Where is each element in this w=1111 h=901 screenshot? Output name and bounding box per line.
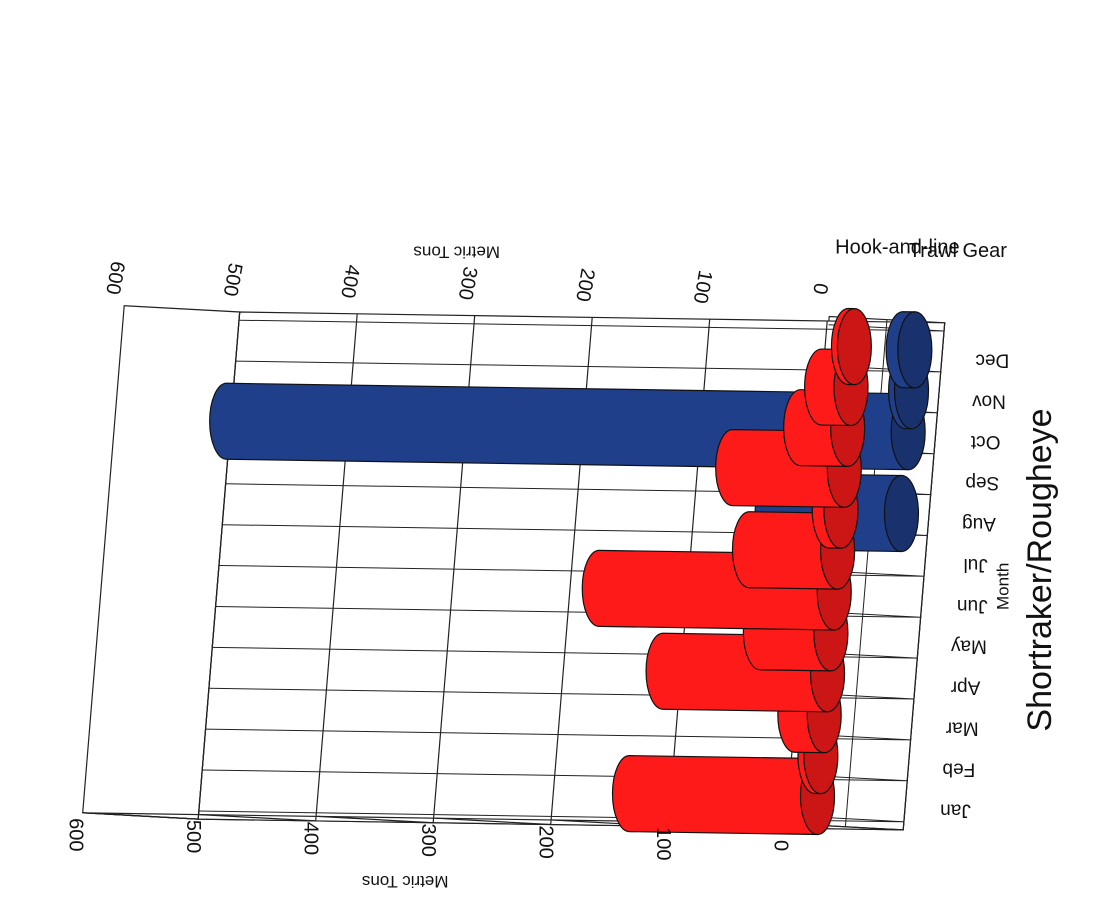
ytick-label-back: 500 xyxy=(219,261,246,298)
gridline-value-3 xyxy=(435,317,593,826)
month-label-Aug: Aug xyxy=(962,513,996,534)
series-label-0: Hook-and-line xyxy=(835,237,960,259)
bar-0-Dec xyxy=(830,307,872,386)
month-label-Mar: Mar xyxy=(945,717,978,738)
value-axis-title-front: Metric Tons xyxy=(362,872,449,891)
ytick-label-front: 100 xyxy=(652,827,674,860)
month-label-Dec: Dec xyxy=(975,349,1009,370)
bar-base xyxy=(897,311,933,389)
ytick-label-back: 600 xyxy=(101,259,128,296)
ytick-label-front: 200 xyxy=(534,825,556,858)
ytick-label-back: 300 xyxy=(454,265,481,302)
ytick-label-back: 400 xyxy=(336,263,363,300)
ytick-label-back: 200 xyxy=(571,267,598,304)
gridline-value-5 xyxy=(200,313,358,822)
month-label-Nov: Nov xyxy=(972,390,1006,411)
series-label-1: Trawl Gear xyxy=(909,240,1008,262)
axis-labels: 0 100 200 300 400 500 600 0 100 200 300 400 500 600 Me… xyxy=(64,237,1012,891)
bars xyxy=(209,307,933,836)
ytick-label-back: 0 xyxy=(808,281,832,296)
month-label-Jul: Jul xyxy=(963,554,987,575)
month-label-Feb: Feb xyxy=(942,758,975,779)
value-axis-title-back: Metric Tons xyxy=(413,243,500,262)
month-label-May: May xyxy=(950,636,986,657)
bar-body xyxy=(731,511,839,590)
month-label-Oct: Oct xyxy=(970,431,1000,452)
ytick-label-back: 100 xyxy=(689,268,716,305)
chart-title: Shortraker/Rougheye xyxy=(1021,408,1059,732)
bar-1-Dec xyxy=(885,311,933,389)
ytick-label-front: 0 xyxy=(769,840,791,851)
gridline-value-4 xyxy=(317,315,476,824)
gridline-value-6 xyxy=(82,311,241,820)
month-label-Sep: Sep xyxy=(965,472,999,493)
ytick-label-front: 300 xyxy=(417,824,439,857)
bar-base xyxy=(836,308,872,386)
month-label-Jun: Jun xyxy=(957,595,988,616)
month-axis-title: Month xyxy=(993,563,1012,610)
ytick-label-front: 600 xyxy=(64,818,86,851)
month-label-Apr: Apr xyxy=(950,677,980,698)
month-label-Jan: Jan xyxy=(940,799,971,820)
bar-body xyxy=(611,755,819,836)
ytick-label-front: 400 xyxy=(299,822,321,855)
bar-base xyxy=(883,474,920,553)
ytick-label-front: 500 xyxy=(182,820,204,853)
